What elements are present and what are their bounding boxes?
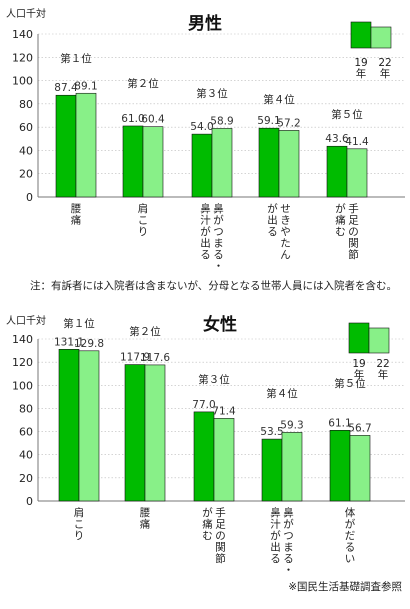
bar-22-0: [75, 92, 97, 198]
y-tick-label: 100: [12, 379, 33, 392]
bar-19-4: [329, 429, 351, 502]
legend-label: 22 年: [376, 358, 389, 381]
data-label: 71.4: [212, 405, 236, 417]
female-chart: 女性 人口千対 0 20 40 60 80 100 120 140 131.1 117.9 77.0 53…: [6, 314, 405, 577]
rank-label: 第４位: [266, 387, 298, 400]
y-tick-label: 140: [12, 28, 33, 41]
rank-label: 第１位: [63, 317, 95, 330]
y-tick-label: 140: [12, 333, 33, 346]
category-label: が痛む: [202, 506, 213, 542]
chart-title: 男性: [188, 13, 222, 34]
bar-19-0: [55, 94, 77, 198]
data-label: 129.8: [74, 338, 104, 350]
footnote: 注：有訴者には入院者は含まないが、分母となる世帯人員には入院者を含む。: [30, 279, 397, 292]
category-label: 肩こり: [74, 506, 85, 542]
source-note: ※国民生活基礎調査参照: [288, 580, 402, 593]
y-tick-label: 80: [19, 98, 33, 111]
category-label: が出る: [267, 202, 278, 238]
bar-22-4: [346, 148, 368, 198]
category-label: 手足の関節: [348, 202, 359, 261]
bar-19-4: [326, 145, 348, 198]
data-label: 61.1: [328, 417, 351, 429]
rank-label: 第５位: [334, 377, 366, 390]
legend-swatch-22: [370, 26, 392, 49]
category-label: 鼻汁が出る: [270, 506, 281, 565]
data-label: 53.5: [260, 426, 283, 438]
legend-swatch-19: [350, 21, 372, 49]
y-tick-label: 20: [19, 168, 33, 181]
legend-label: 22 年: [378, 57, 391, 80]
legend-label: 19 年: [352, 358, 365, 381]
rank-label: 第２位: [127, 77, 159, 90]
bar-22-4: [349, 435, 371, 502]
rank-label: 第２位: [129, 325, 161, 338]
data-label: 43.6: [325, 133, 349, 145]
bar-19-1: [122, 125, 144, 198]
bar-22-1: [142, 126, 164, 198]
data-label: 61.0: [121, 113, 144, 125]
category-label: 鼻がつまる・: [213, 202, 224, 273]
category-label: 鼻がつまる・: [283, 506, 294, 577]
data-label: 87.4: [54, 82, 78, 94]
rank-label: 第１位: [60, 52, 92, 65]
data-label: 89.1: [74, 80, 97, 92]
data-label: 77.0: [192, 399, 215, 411]
bar-19-3: [261, 438, 283, 502]
bar-22-2: [211, 128, 233, 198]
y-tick-label: 60: [19, 426, 33, 439]
category-label: 肩こり: [138, 202, 149, 238]
rank-label: 第３位: [196, 87, 228, 100]
rank-label: 第３位: [198, 373, 230, 386]
legend-swatch-19: [348, 322, 370, 354]
chart-title: 女性: [203, 314, 237, 335]
bar-19-0: [58, 348, 80, 502]
legend-label: 19 年: [354, 57, 367, 80]
category-label: 腰痛: [140, 507, 151, 531]
bar-22-1: [144, 364, 166, 502]
bar-22-2: [213, 418, 235, 502]
data-label: 117.9: [120, 352, 150, 364]
bar-22-3: [278, 130, 300, 198]
y-tick-label: 120: [12, 356, 33, 369]
bar-22-3: [281, 432, 303, 502]
data-label: 54.0: [190, 121, 213, 133]
category-label: 体がだるい: [345, 507, 356, 565]
y-axis-label: 人口千対: [6, 7, 46, 20]
y-tick-label: 60: [19, 121, 33, 134]
bar-19-1: [124, 364, 146, 502]
category-label: 腰痛: [71, 203, 82, 227]
data-label: 41.4: [345, 136, 369, 148]
bar-19-2: [193, 411, 215, 502]
data-label: 131.1: [54, 336, 84, 348]
y-tick-label: 100: [12, 75, 33, 88]
category-label: 鼻汁が出る: [200, 202, 211, 261]
category-label: が痛む: [335, 202, 346, 238]
rank-label: 第４位: [263, 93, 295, 106]
data-label: 57.2: [277, 117, 300, 129]
data-label: 58.9: [210, 115, 233, 127]
category-label: せきやたん: [280, 203, 291, 261]
y-tick-label: 40: [19, 449, 33, 462]
y-tick-label: 0: [26, 191, 33, 204]
category-label: 手足の関節: [215, 506, 226, 565]
y-tick-label: 80: [19, 402, 33, 415]
data-label: 60.4: [141, 114, 165, 126]
y-axis-label: 人口千対: [6, 314, 46, 327]
bar-19-3: [258, 127, 280, 198]
legend-swatch-22: [368, 327, 390, 354]
rank-label: 第５位: [331, 108, 363, 121]
y-tick-label: 20: [19, 472, 33, 485]
data-label: 59.3: [280, 419, 303, 431]
y-tick-label: 40: [19, 144, 33, 157]
male-chart: 男性 人口千対 0 20 40 60 80 100 120 140 87.4 61.0 54.0 59.1…: [6, 7, 405, 273]
data-label: 59.1: [257, 115, 280, 127]
bar-22-0: [78, 350, 100, 502]
data-label: 117.6: [140, 352, 170, 364]
y-tick-label: 0: [26, 495, 33, 508]
y-tick-label: 120: [12, 51, 33, 64]
data-label: 56.7: [348, 422, 371, 434]
bar-19-2: [191, 133, 213, 198]
